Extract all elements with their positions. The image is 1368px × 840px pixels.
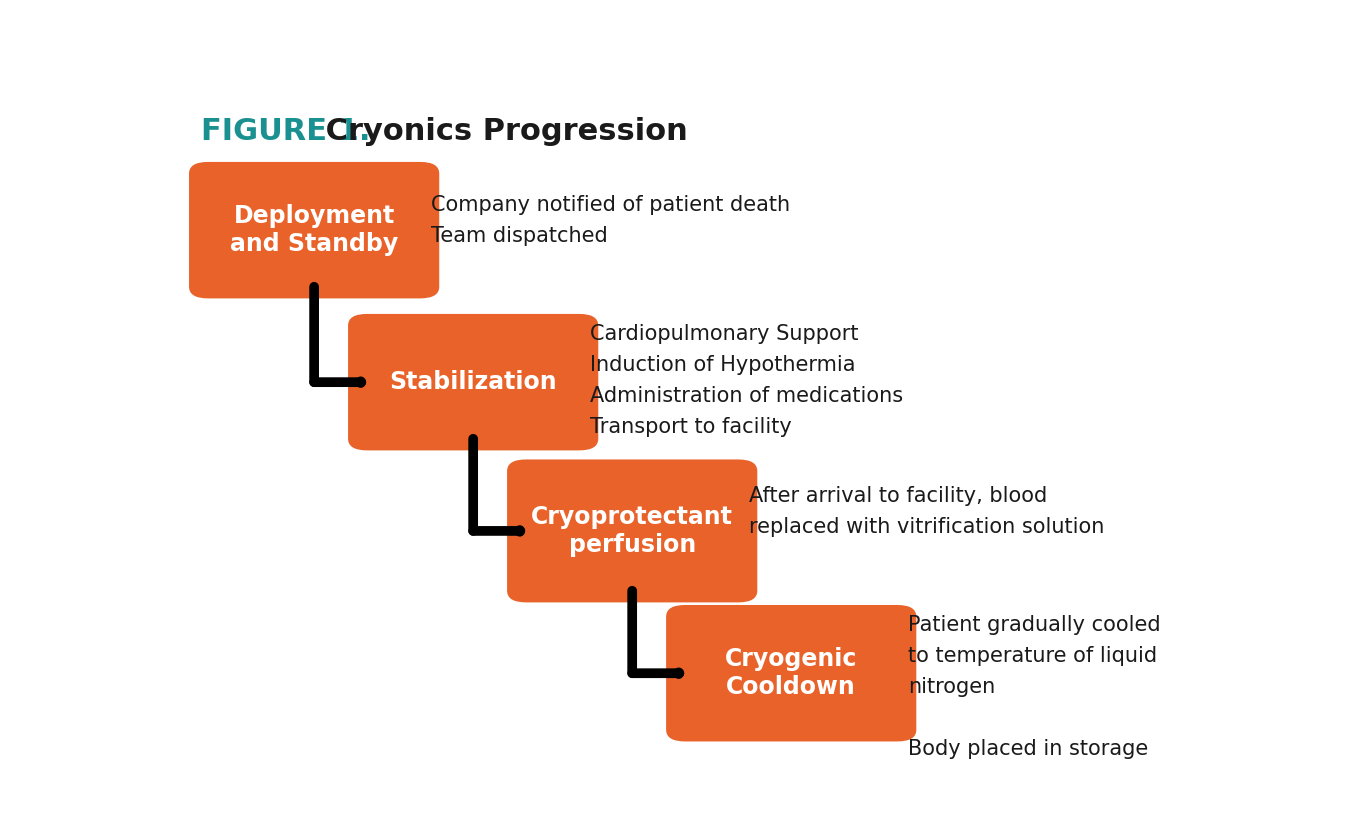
Text: Cryoprotectant
perfusion: Cryoprotectant perfusion [531, 505, 733, 557]
Text: Cardiopulmonary Support: Cardiopulmonary Support [590, 324, 858, 344]
Text: to temperature of liquid: to temperature of liquid [908, 646, 1157, 666]
Text: nitrogen: nitrogen [908, 677, 995, 697]
Text: Cryogenic
Cooldown: Cryogenic Cooldown [725, 648, 858, 699]
Text: Patient gradually cooled: Patient gradually cooled [908, 615, 1160, 635]
Text: After arrival to facility, blood: After arrival to facility, blood [748, 486, 1047, 506]
Text: Stabilization: Stabilization [390, 370, 557, 394]
Text: replaced with vitrification solution: replaced with vitrification solution [748, 517, 1104, 537]
Text: FIGURE 1.: FIGURE 1. [201, 117, 371, 146]
FancyBboxPatch shape [666, 605, 917, 742]
Text: Company notified of patient death: Company notified of patient death [431, 195, 789, 214]
FancyBboxPatch shape [508, 459, 758, 602]
FancyBboxPatch shape [347, 314, 598, 450]
Text: Cryonics Progression: Cryonics Progression [315, 117, 688, 146]
Text: Team dispatched: Team dispatched [431, 226, 607, 245]
Text: Body placed in storage: Body placed in storage [908, 739, 1148, 759]
FancyBboxPatch shape [189, 162, 439, 298]
Text: Induction of Hypothermia: Induction of Hypothermia [590, 355, 855, 375]
Text: Transport to facility: Transport to facility [590, 417, 792, 437]
Text: Administration of medications: Administration of medications [590, 386, 903, 406]
Text: Deployment
and Standby: Deployment and Standby [230, 204, 398, 256]
